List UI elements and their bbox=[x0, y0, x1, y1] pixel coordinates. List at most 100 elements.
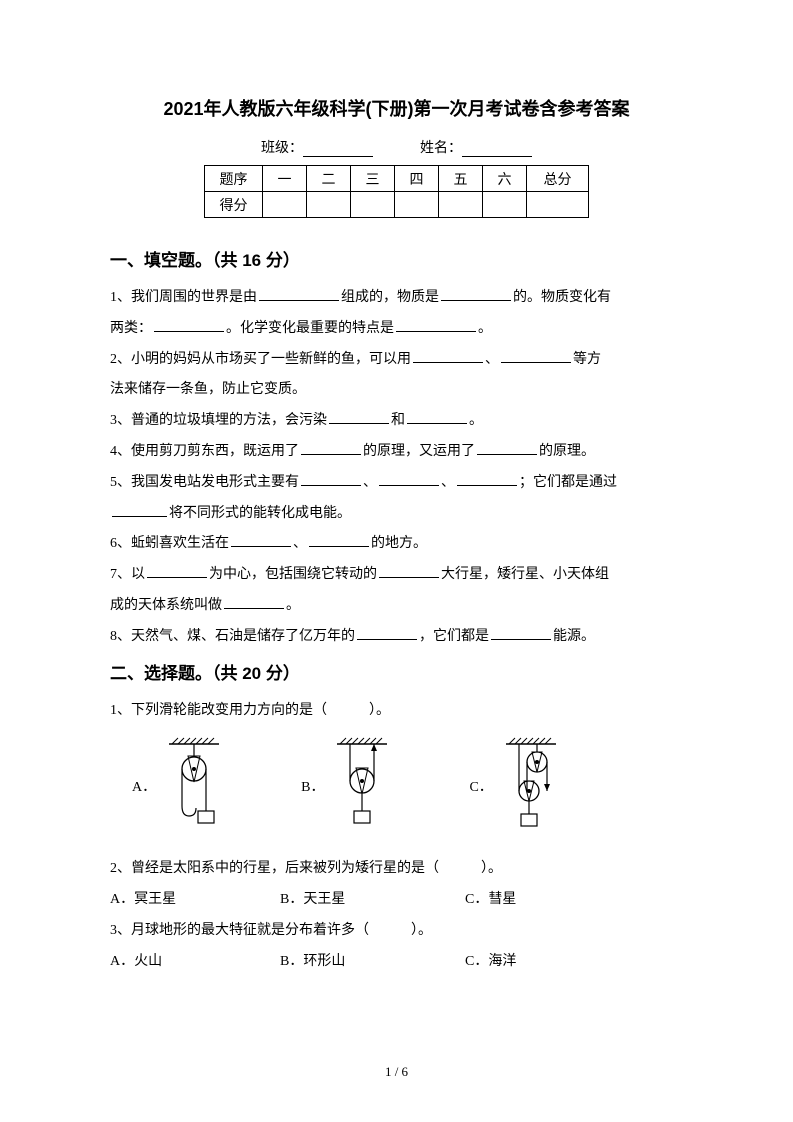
question-3: 3、普通的垃圾填埋的方法，会污染和。 bbox=[110, 406, 683, 437]
question-1b: 两类： 。化学变化最重要的特点是 。 bbox=[110, 314, 683, 345]
table-row: 得分 bbox=[205, 192, 589, 218]
blank bbox=[396, 318, 476, 332]
blank bbox=[329, 410, 389, 424]
q-text: 8、天然气、煤、石油是储存了亿万年的 bbox=[110, 629, 355, 644]
blank bbox=[501, 349, 571, 363]
pulley-b-icon bbox=[332, 736, 392, 836]
td-blank bbox=[263, 192, 307, 218]
page-title: 2021年人教版六年级科学(下册)第一次月考试卷含参考答案 bbox=[110, 95, 683, 121]
s2-q2: 2、曾经是太阳系中的行星，后来被列为矮行星的是（ ）。 bbox=[110, 854, 683, 885]
q-text: 2、小明的妈妈从市场买了一些新鲜的鱼，可以用 bbox=[110, 352, 411, 367]
question-7b: 成的天体系统叫做。 bbox=[110, 591, 683, 622]
blank bbox=[491, 626, 551, 640]
opt-b: B．天王星 bbox=[280, 885, 465, 916]
q-text: 。化学变化最重要的特点是 bbox=[226, 321, 394, 336]
question-7: 7、以 为中心，包括围绕它转动的 大行星，矮行星、小天体组 bbox=[110, 560, 683, 591]
blank bbox=[112, 503, 167, 517]
section-1-heading: 一、填空题。（共 16 分） bbox=[110, 246, 683, 271]
opt-a: A．火山 bbox=[110, 947, 280, 978]
th-1: 一 bbox=[263, 166, 307, 192]
q-text: 为中心，包括围绕它转动的 bbox=[209, 567, 377, 582]
q-text: 、 bbox=[363, 475, 377, 490]
th-6: 六 bbox=[483, 166, 527, 192]
td-blank bbox=[483, 192, 527, 218]
s2-q3-options: A．火山 B．环形山 C．海洋 bbox=[110, 947, 683, 978]
blank bbox=[301, 441, 361, 455]
q-text: ，它们都是 bbox=[419, 629, 489, 644]
q-text: 。 bbox=[478, 321, 492, 336]
td-blank bbox=[527, 192, 589, 218]
blank bbox=[147, 564, 207, 578]
q-text: 组成的，物质是 bbox=[341, 290, 439, 305]
blank bbox=[309, 533, 369, 547]
option-a: A． bbox=[110, 736, 224, 836]
blank bbox=[379, 472, 439, 486]
option-b: B． bbox=[279, 736, 392, 836]
blank bbox=[407, 410, 467, 424]
q-text: ；它们都是通过 bbox=[519, 475, 617, 490]
q-text: 、 bbox=[441, 475, 455, 490]
th-seq: 题序 bbox=[205, 166, 263, 192]
pulley-options: A． B． bbox=[110, 736, 683, 836]
opt-c: C．海洋 bbox=[465, 947, 635, 978]
question-4: 4、使用剪刀剪东西，既运用了 的原理，又运用了 的原理。 bbox=[110, 437, 683, 468]
q-text: 的原理，又运用了 bbox=[363, 444, 475, 459]
q-text: 的地方。 bbox=[371, 536, 427, 551]
q-text: 能源。 bbox=[553, 629, 595, 644]
q-text: 5、我国发电站发电形式主要有 bbox=[110, 475, 299, 490]
q-text: 两类： bbox=[110, 321, 152, 336]
pulley-c-icon bbox=[501, 736, 561, 836]
s2-q3: 3、月球地形的最大特征就是分布着许多（ ）。 bbox=[110, 916, 683, 947]
td-blank bbox=[395, 192, 439, 218]
class-label: 班级： bbox=[261, 141, 303, 156]
th-total: 总分 bbox=[527, 166, 589, 192]
th-2: 二 bbox=[307, 166, 351, 192]
q-text: 将不同形式的能转化成电能。 bbox=[169, 506, 351, 521]
q-text: 。 bbox=[469, 413, 483, 428]
opt-b-label: B． bbox=[301, 776, 324, 796]
q-text: 6、蚯蚓喜欢生活在 bbox=[110, 536, 229, 551]
blank bbox=[457, 472, 517, 486]
blank bbox=[413, 349, 483, 363]
th-5: 五 bbox=[439, 166, 483, 192]
page-number: 1 / 6 bbox=[0, 1064, 793, 1080]
q-text: 、 bbox=[485, 352, 499, 367]
option-c: C． bbox=[447, 736, 560, 836]
table-row: 题序 一 二 三 四 五 六 总分 bbox=[205, 166, 589, 192]
pulley-a-icon bbox=[164, 736, 224, 836]
class-blank bbox=[303, 141, 373, 157]
question-8: 8、天然气、煤、石油是储存了亿万年的 ，它们都是 能源。 bbox=[110, 622, 683, 653]
blank bbox=[259, 287, 339, 301]
blank bbox=[154, 318, 224, 332]
th-3: 三 bbox=[351, 166, 395, 192]
opt-c: C．彗星 bbox=[465, 885, 635, 916]
opt-a: A．冥王星 bbox=[110, 885, 280, 916]
question-1: 1、我们周围的世界是由组成的，物质是的。物质变化有 bbox=[110, 283, 683, 314]
blank bbox=[301, 472, 361, 486]
blank bbox=[477, 441, 537, 455]
blank bbox=[357, 626, 417, 640]
opt-b: B．环形山 bbox=[280, 947, 465, 978]
question-2b: 法来储存一条鱼，防止它变质。 bbox=[110, 375, 683, 406]
td-score-label: 得分 bbox=[205, 192, 263, 218]
q-text: 法来储存一条鱼，防止它变质。 bbox=[110, 382, 306, 397]
score-table: 题序 一 二 三 四 五 六 总分 得分 bbox=[204, 165, 589, 218]
q-text: 等方 bbox=[573, 352, 601, 367]
s2-q2-options: A．冥王星 B．天王星 C．彗星 bbox=[110, 885, 683, 916]
td-blank bbox=[351, 192, 395, 218]
question-2: 2、小明的妈妈从市场买了一些新鲜的鱼，可以用 、 等方 bbox=[110, 345, 683, 376]
q-text: 的。物质变化有 bbox=[513, 290, 611, 305]
section-2-heading: 二、选择题。（共 20 分） bbox=[110, 659, 683, 684]
blank bbox=[379, 564, 439, 578]
q-text: 7、以 bbox=[110, 567, 145, 582]
q-text: 4、使用剪刀剪东西，既运用了 bbox=[110, 444, 299, 459]
td-blank bbox=[307, 192, 351, 218]
td-blank bbox=[439, 192, 483, 218]
name-blank bbox=[462, 141, 532, 157]
q-text: 和 bbox=[391, 413, 405, 428]
q-text: 的原理。 bbox=[539, 444, 595, 459]
q-text: 成的天体系统叫做 bbox=[110, 598, 222, 613]
q-text: 大行星，矮行星、小天体组 bbox=[441, 567, 609, 582]
opt-a-label: A． bbox=[132, 776, 156, 796]
th-4: 四 bbox=[395, 166, 439, 192]
